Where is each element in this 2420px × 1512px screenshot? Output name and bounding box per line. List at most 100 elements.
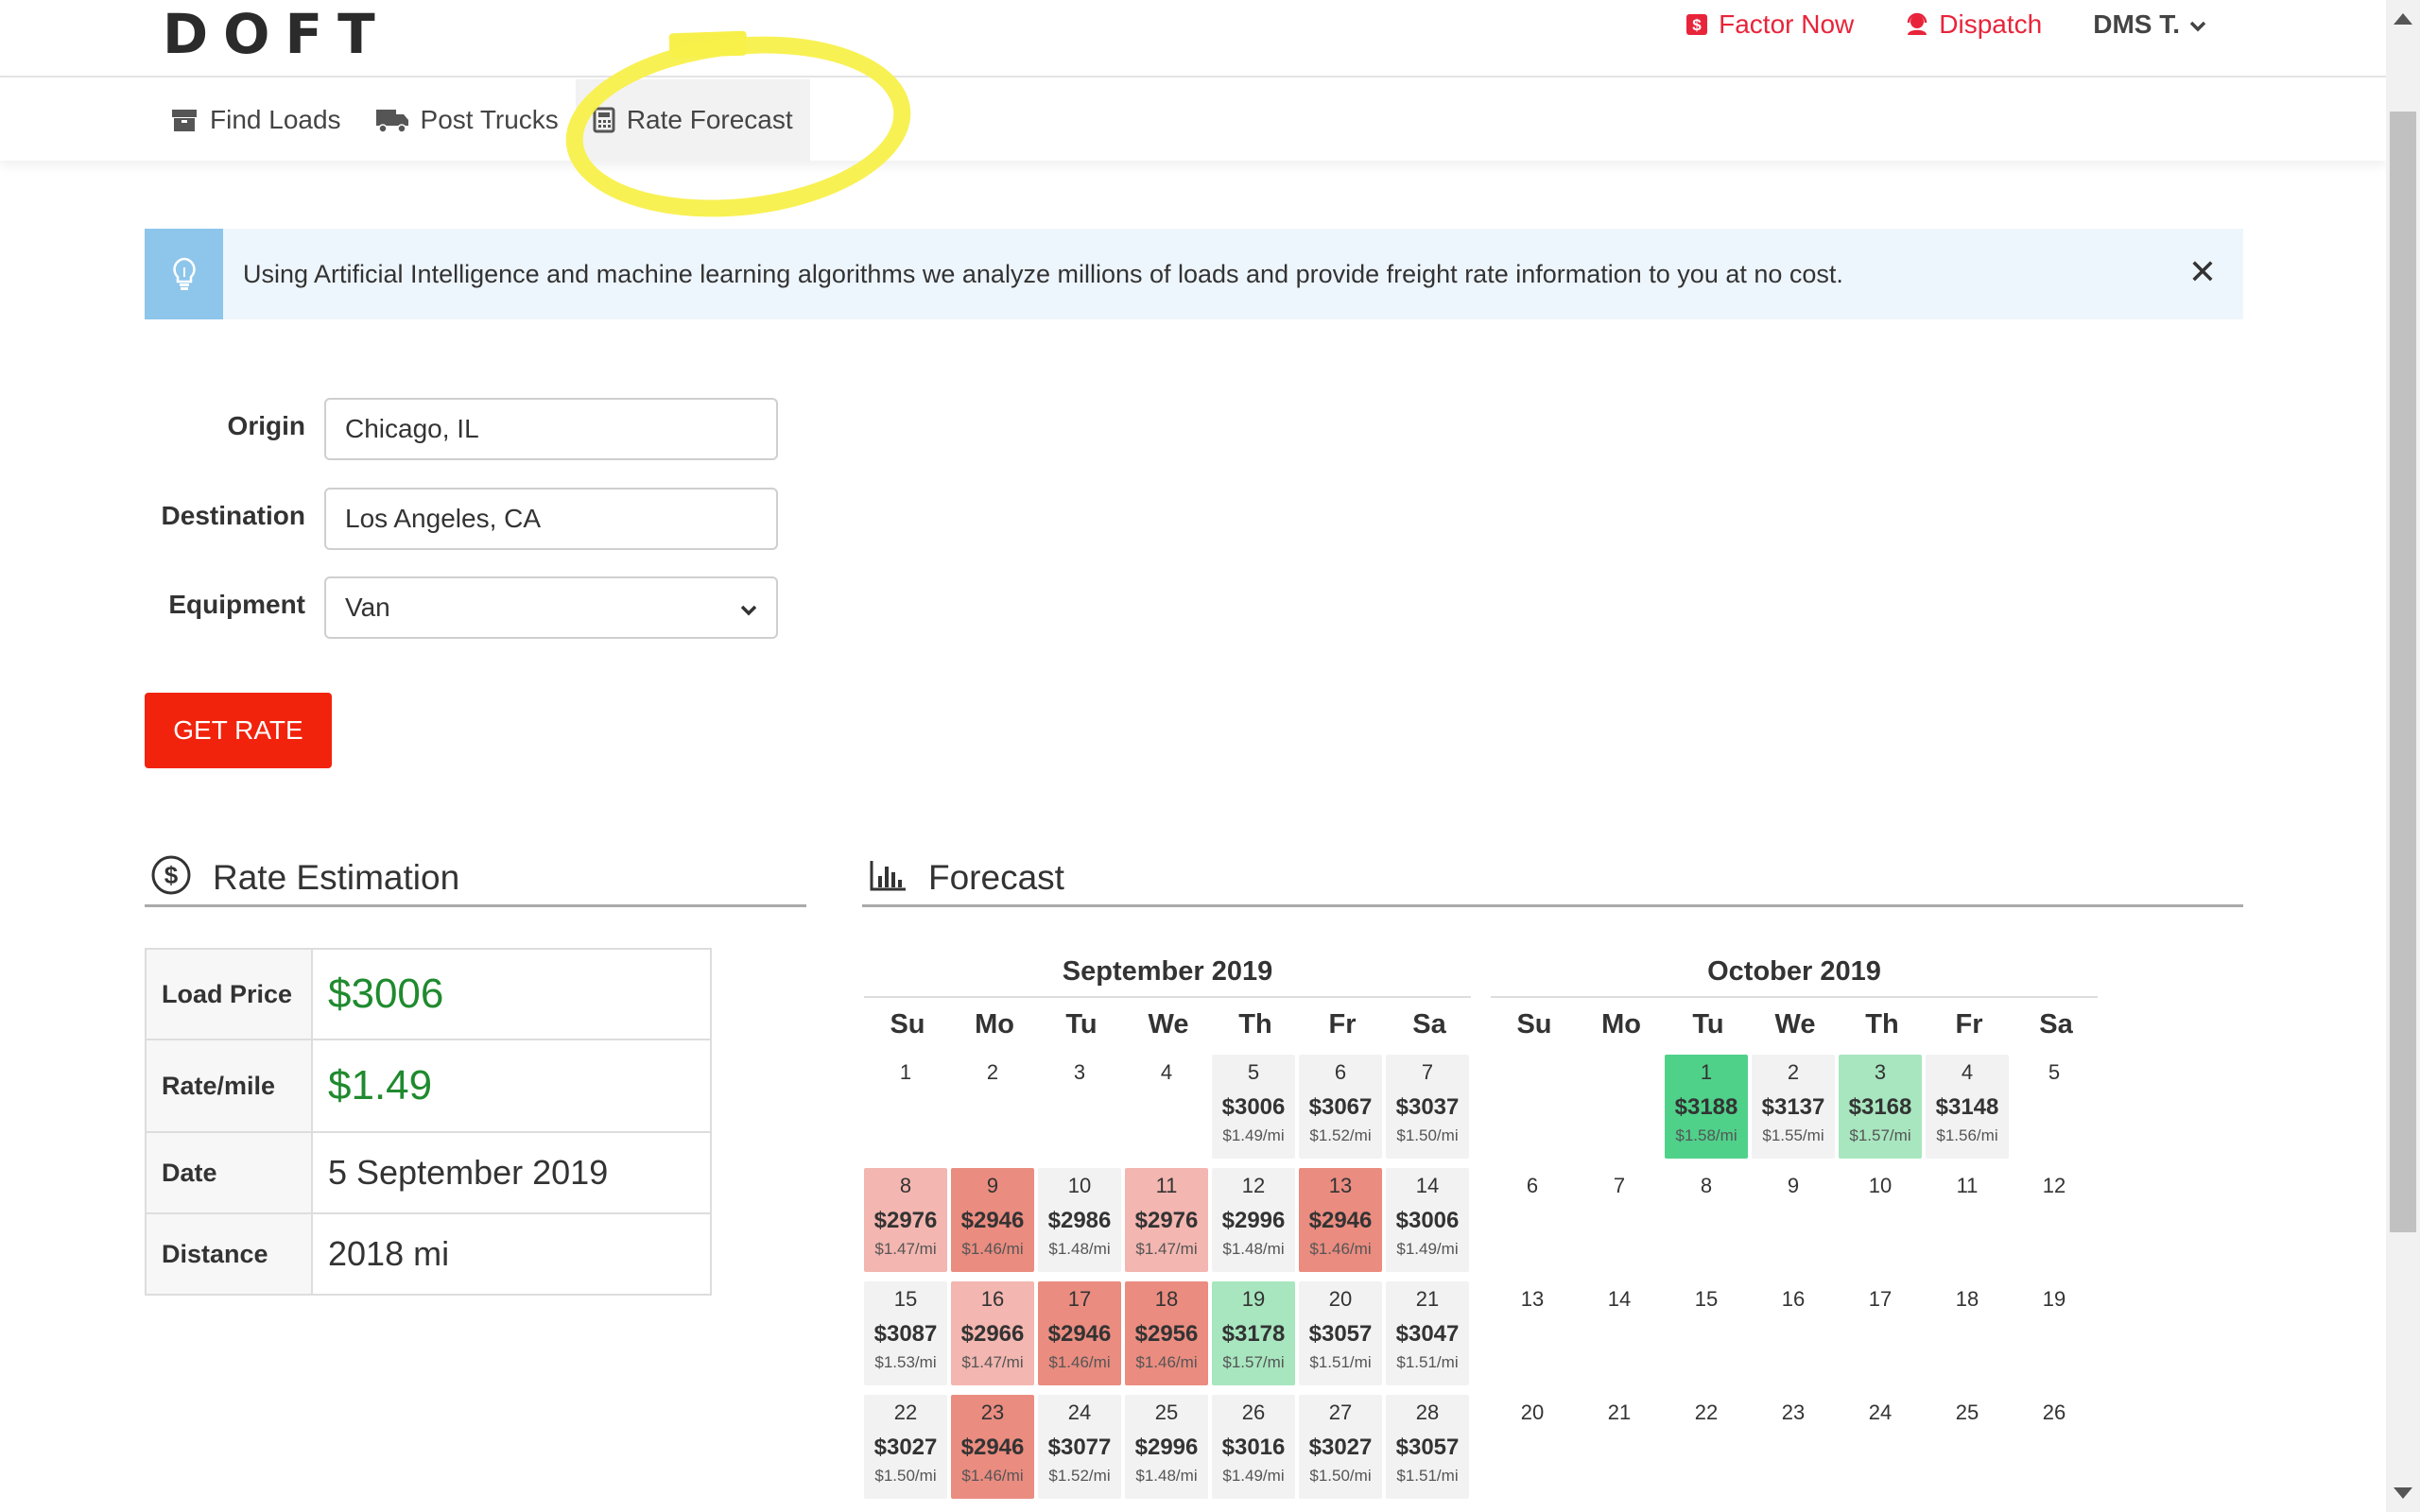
day-number: 1: [1700, 1060, 1713, 1084]
calendar-day-cell[interactable]: 26: [2013, 1395, 2096, 1499]
calendar-empty-cell: [1578, 1055, 1661, 1159]
calendar-day-cell[interactable]: 12 $2996 $1.48/mi: [1212, 1168, 1295, 1272]
calendar-day-cell[interactable]: 3: [1038, 1055, 1121, 1159]
calendar-day-cell[interactable]: 10 $2986 $1.48/mi: [1038, 1168, 1121, 1272]
calendar-day-cell[interactable]: 5: [2013, 1055, 2096, 1159]
calendar-day-cell[interactable]: 21 $3047 $1.51/mi: [1386, 1281, 1469, 1385]
day-price: $3168: [1848, 1094, 1912, 1120]
calendar-day-cell[interactable]: 14: [1578, 1281, 1661, 1385]
factor-now-link[interactable]: $ Factor Now: [1685, 9, 1854, 40]
calendar-day-cell[interactable]: 27 $3027 $1.50/mi: [1299, 1395, 1382, 1499]
calendar-day-cell[interactable]: 2: [951, 1055, 1034, 1159]
calendar-month-title: September 2019: [864, 945, 1471, 998]
day-number: 5: [2048, 1060, 2061, 1084]
day-number: 15: [1694, 1287, 1719, 1311]
day-rate-per-mile: $1.46/mi: [1309, 1240, 1372, 1258]
calendar-day-cell[interactable]: 5 $3006 $1.49/mi: [1212, 1055, 1295, 1159]
calendar-day-cell[interactable]: 20: [1491, 1395, 1574, 1499]
calendar-day-cell[interactable]: 22: [1665, 1395, 1748, 1499]
calendar-day-cell[interactable]: 6: [1491, 1168, 1574, 1272]
calendar-day-cell[interactable]: 17: [1839, 1281, 1922, 1385]
calendar-day-cell[interactable]: 9: [1752, 1168, 1835, 1272]
calendar-day-cell[interactable]: 15 $3087 $1.53/mi: [864, 1281, 947, 1385]
calendar-day-cell[interactable]: 16 $2966 $1.47/mi: [951, 1281, 1034, 1385]
calendar-day-cell[interactable]: 22 $3027 $1.50/mi: [864, 1395, 947, 1499]
scroll-down-arrow-icon[interactable]: [2394, 1487, 2412, 1499]
calendar-day-cell[interactable]: 16: [1752, 1281, 1835, 1385]
tab-label: Rate Forecast: [626, 105, 793, 134]
calendar-day-cell[interactable]: 3 $3168 $1.57/mi: [1839, 1055, 1922, 1159]
weekday-label: Th: [1238, 1009, 1272, 1040]
scroll-thumb[interactable]: [2390, 112, 2416, 1232]
page-scrollbar[interactable]: [2386, 0, 2420, 1512]
day-number: 22: [1694, 1400, 1719, 1424]
day-number: 24: [1067, 1400, 1092, 1424]
calendar-day-cell[interactable]: 6 $3067 $1.52/mi: [1299, 1055, 1382, 1159]
calendar-day-cell[interactable]: 25: [1926, 1395, 2009, 1499]
calendar-day-cell[interactable]: 7 $3037 $1.50/mi: [1386, 1055, 1469, 1159]
weekday-label: Fr: [1955, 1009, 1983, 1040]
calendar-day-cell[interactable]: 9 $2946 $1.46/mi: [951, 1168, 1034, 1272]
origin-row: Origin: [145, 398, 778, 460]
calendar-day-cell[interactable]: 24 $3077 $1.52/mi: [1038, 1395, 1121, 1499]
calendar-day-cell[interactable]: 25 $2996 $1.48/mi: [1125, 1395, 1208, 1499]
calendar-day-cell[interactable]: 1 $3188 $1.58/mi: [1665, 1055, 1748, 1159]
calendar-day-cell[interactable]: 7: [1578, 1168, 1661, 1272]
origin-input[interactable]: [324, 398, 778, 460]
user-menu[interactable]: DMS T.: [2093, 9, 2206, 40]
destination-input[interactable]: [324, 488, 778, 550]
factor-now-label: Factor Now: [1719, 9, 1855, 39]
calendar-day-cell[interactable]: 18: [1926, 1281, 2009, 1385]
day-number: 4: [1961, 1060, 1974, 1084]
equipment-select[interactable]: Van: [324, 576, 778, 639]
day-number: 5: [1247, 1060, 1260, 1084]
calendar-day-cell[interactable]: 11 $2976 $1.47/mi: [1125, 1168, 1208, 1272]
close-icon[interactable]: ✕: [2187, 252, 2217, 291]
svg-text:$: $: [1692, 16, 1702, 34]
calendar-day-cell[interactable]: 19 $3178 $1.57/mi: [1212, 1281, 1295, 1385]
calendar-day-cell[interactable]: 18 $2956 $1.46/mi: [1125, 1281, 1208, 1385]
calendar-day-cell[interactable]: 15: [1665, 1281, 1748, 1385]
load-price-value: $3006: [311, 948, 712, 1040]
calendar-day-cell[interactable]: 28 $3057 $1.51/mi: [1386, 1395, 1469, 1499]
origin-label: Origin: [227, 411, 305, 440]
get-rate-button[interactable]: GET RATE: [145, 693, 332, 768]
tab-rate-forecast[interactable]: Rate Forecast: [575, 79, 810, 161]
tab-post-trucks[interactable]: Post Trucks: [358, 79, 576, 161]
day-number: 13: [1328, 1174, 1353, 1197]
calendar-day-cell[interactable]: 23 $2946 $1.46/mi: [951, 1395, 1034, 1499]
calendar-day-cell[interactable]: 8: [1665, 1168, 1748, 1272]
calendar-day-cell[interactable]: 23: [1752, 1395, 1835, 1499]
calendar-day-cell[interactable]: 19: [2013, 1281, 2096, 1385]
calendar-day-cell[interactable]: 17 $2946 $1.46/mi: [1038, 1281, 1121, 1385]
calendar-day-cell[interactable]: 12: [2013, 1168, 2096, 1272]
calendar-day-cell[interactable]: 1: [864, 1055, 947, 1159]
tab-label: Find Loads: [210, 105, 341, 134]
forecast-header: Forecast: [862, 850, 2243, 907]
doft-logo[interactable]: DOFT: [163, 2, 390, 66]
calendar-day-cell[interactable]: 24: [1839, 1395, 1922, 1499]
calendar-day-cell[interactable]: 10: [1839, 1168, 1922, 1272]
calendar-day-cell[interactable]: 8 $2976 $1.47/mi: [864, 1168, 947, 1272]
day-number: 9: [1787, 1174, 1800, 1197]
calendar-day-cell[interactable]: 26 $3016 $1.49/mi: [1212, 1395, 1295, 1499]
tab-find-loads[interactable]: Find Loads: [153, 79, 358, 161]
calendar-day-cell[interactable]: 4 $3148 $1.56/mi: [1926, 1055, 2009, 1159]
day-rate-per-mile: $1.48/mi: [1135, 1467, 1198, 1485]
dispatch-link[interactable]: Dispatch: [1905, 9, 2042, 40]
bar-chart-icon: [870, 859, 908, 896]
calendar-day-cell[interactable]: 4: [1125, 1055, 1208, 1159]
calendar-day-cell[interactable]: 13 $2946 $1.46/mi: [1299, 1168, 1382, 1272]
calendar-day-cell[interactable]: 21: [1578, 1395, 1661, 1499]
calendar-day-cell[interactable]: 14 $3006 $1.49/mi: [1386, 1168, 1469, 1272]
calendar-day-cell[interactable]: 2 $3137 $1.55/mi: [1752, 1055, 1835, 1159]
calendar-day-cell[interactable]: 13: [1491, 1281, 1574, 1385]
day-number: 18: [1955, 1287, 1979, 1311]
day-number: 3: [1874, 1060, 1887, 1084]
headset-icon: [1905, 12, 1929, 37]
day-price: $2976: [1134, 1208, 1199, 1233]
calendar-day-cell[interactable]: 11: [1926, 1168, 2009, 1272]
day-price: $2966: [960, 1321, 1025, 1347]
calendar-day-cell[interactable]: 20 $3057 $1.51/mi: [1299, 1281, 1382, 1385]
scroll-up-arrow-icon[interactable]: [2394, 13, 2412, 25]
